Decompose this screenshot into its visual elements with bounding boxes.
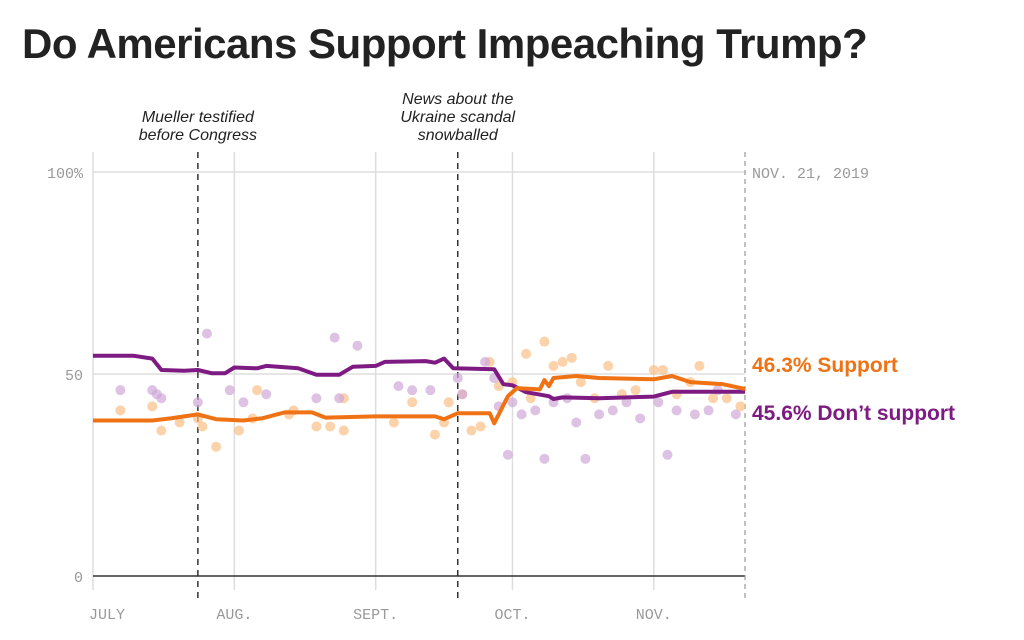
dont-support-poll-dot <box>594 409 605 420</box>
support-poll-dot <box>648 364 659 375</box>
annotation-text: News about the <box>402 91 513 108</box>
dont-support-poll-dot <box>115 385 126 396</box>
support-poll-dot <box>721 393 732 404</box>
x-tick-label: NOV. <box>636 607 672 624</box>
support-poll-dot <box>325 421 336 432</box>
end-date-label: NOV. 21, 2019 <box>752 166 869 183</box>
x-tick-label: AUG. <box>216 607 252 624</box>
support-poll-dot <box>548 360 559 371</box>
support-poll-dot <box>566 352 577 363</box>
dont-support-poll-dot <box>607 405 618 416</box>
dont-support-poll-dot <box>671 405 682 416</box>
support-poll-dot <box>311 421 322 432</box>
dont-support-poll-dot <box>238 397 249 408</box>
support-poll-dot <box>630 385 641 396</box>
support-end-label: 46.3% Support <box>752 354 898 377</box>
annotation-text: before Congress <box>139 127 257 144</box>
chart-title: Do Americans Support Impeaching Trump? <box>22 20 868 67</box>
support-poll-dot <box>443 397 454 408</box>
support-poll-dot <box>407 397 418 408</box>
dont-support-poll-dot <box>480 356 491 367</box>
dont-support-poll-dot <box>653 397 664 408</box>
dont-support-poll-dot <box>635 413 646 424</box>
support-poll-dot <box>575 377 586 388</box>
dont-support-poll-dot <box>457 389 468 400</box>
y-tick-label: 0 <box>74 570 83 587</box>
dont-support-poll-dot <box>730 409 741 420</box>
dont-support-poll-dot <box>539 453 550 464</box>
dont-support-poll-dot <box>502 449 513 460</box>
dont-support-poll-dot <box>425 385 436 396</box>
support-poll-dot <box>429 429 440 440</box>
x-tick-label: OCT. <box>494 607 530 624</box>
dont-support-poll-dot <box>261 389 272 400</box>
support-poll-dot <box>388 417 399 428</box>
annotation-text: snowballed <box>418 127 499 144</box>
support-poll-dot <box>233 425 244 436</box>
support-poll-dot <box>521 348 532 359</box>
support-poll-dot <box>475 421 486 432</box>
dont-support-poll-dot <box>703 405 714 416</box>
dont-support-trend-line <box>93 353 745 401</box>
support-poll-dot <box>211 441 222 452</box>
dont-support-poll-dot <box>452 373 463 384</box>
support-poll-dot <box>657 364 668 375</box>
dont-support-poll-dot <box>192 397 203 408</box>
support-poll-dot <box>252 385 263 396</box>
dont-support-poll-dot <box>334 393 345 404</box>
dont-support-poll-dot <box>329 332 340 343</box>
support-poll-dot <box>708 393 719 404</box>
dont-support-poll-dot <box>571 417 582 428</box>
dont-support-poll-dot <box>689 409 700 420</box>
x-tick-label: JULY <box>89 607 125 624</box>
y-tick-label: 50 <box>65 368 83 385</box>
support-poll-dot <box>174 417 185 428</box>
dont-support-poll-dot <box>311 393 322 404</box>
dont-support-poll-dot <box>201 328 212 339</box>
support-poll-dot <box>735 401 746 412</box>
annotation-text: Mueller testified <box>142 109 255 126</box>
support-poll-dot <box>603 360 614 371</box>
dont-support-poll-dot <box>580 453 591 464</box>
support-poll-dot <box>156 425 167 436</box>
dont-support-poll-dot <box>352 340 363 351</box>
support-poll-dot <box>557 356 568 367</box>
dont-support-poll-dot <box>516 409 527 420</box>
support-trend-line <box>93 374 746 426</box>
support-poll-dot <box>197 421 208 432</box>
support-poll-dot <box>115 405 126 416</box>
dont-support-poll-dot <box>393 381 404 392</box>
dont-support-poll-dot <box>224 385 235 396</box>
support-poll-dot <box>338 425 349 436</box>
dont-support-poll-dot <box>156 393 167 404</box>
dont-support-poll-dot <box>662 449 673 460</box>
x-tick-label: SEPT. <box>353 607 398 624</box>
support-poll-dot <box>539 336 550 347</box>
support-poll-dot <box>525 393 536 404</box>
support-poll-dot <box>466 425 477 436</box>
y-tick-label: 100% <box>47 166 84 183</box>
dont-support-poll-dot <box>407 385 418 396</box>
dont-support-poll-dot <box>507 397 518 408</box>
support-poll-dot <box>147 401 158 412</box>
dont-support-poll-dot <box>621 397 632 408</box>
dont-support-end-label: 45.6% Don’t support <box>752 402 955 425</box>
support-poll-dot <box>694 360 705 371</box>
annotation-text: Ukraine scandal <box>400 109 515 126</box>
dont-support-poll-dot <box>530 405 541 416</box>
